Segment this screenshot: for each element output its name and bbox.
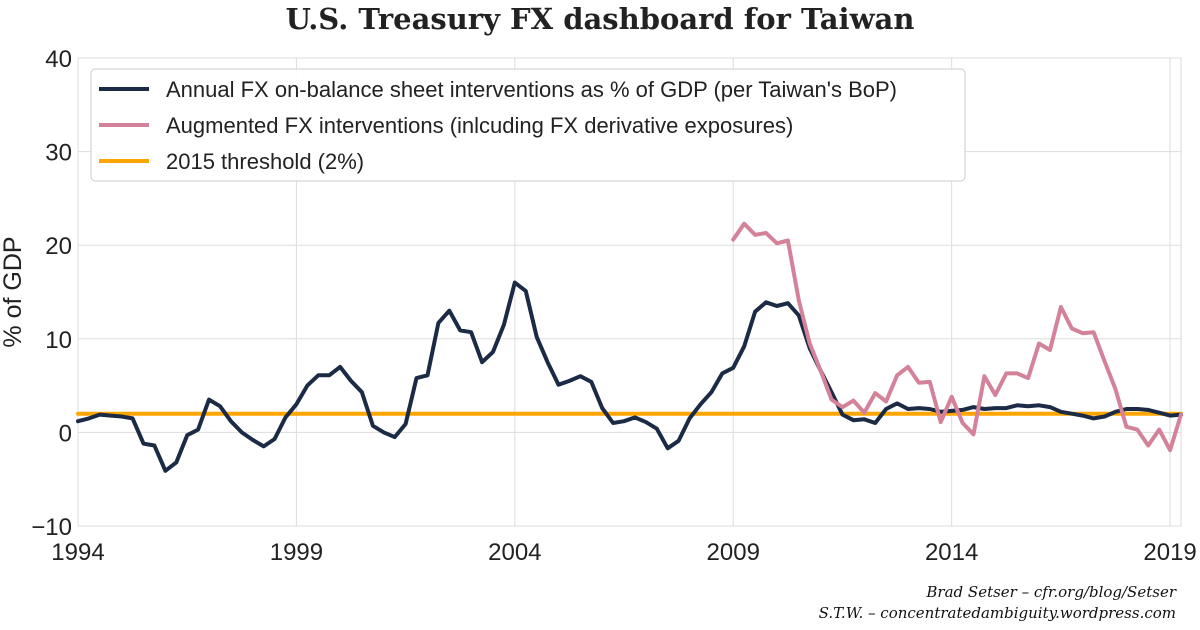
legend-box <box>90 68 966 182</box>
x-tick-label: 2009 <box>707 539 760 566</box>
y-axis-label: % of GDP <box>0 236 27 347</box>
credit-line-1: Brad Setser – cfr.org/blog/Setser <box>926 583 1176 601</box>
series-line-1 <box>76 280 1183 473</box>
legend-label-3: 2015 threshold (2%) <box>166 149 364 174</box>
axes: −10 0 10 20 30 40 1994 1999 2004 2009 2014 2019 <box>31 46 1196 566</box>
y-tick-label: 0 <box>59 420 72 447</box>
x-tick-label: 1994 <box>51 539 104 566</box>
y-tick-label: −10 <box>31 514 72 541</box>
x-tick-label: 2014 <box>925 539 978 566</box>
x-tick-label: 2019 <box>1143 539 1196 566</box>
credit-line-2: S.T.W. – concentratedambiguity.wordpress… <box>818 604 1176 622</box>
y-tick-label: 20 <box>45 233 72 260</box>
y-tick-label: 30 <box>45 140 72 167</box>
x-tick-label: 2004 <box>488 539 541 566</box>
legend-label-2: Augmented FX interventions (inlcuding FX… <box>166 113 793 138</box>
series-line-2 <box>731 221 1183 453</box>
legend-label-1: Annual FX on-balance sheet interventions… <box>166 77 897 102</box>
legend: Annual FX on-balance sheet interventions… <box>90 68 966 182</box>
y-tick-label: 10 <box>45 327 72 354</box>
series-group <box>76 221 1183 473</box>
x-tick-label: 1999 <box>270 539 323 566</box>
chart-title: U.S. Treasury FX dashboard for Taiwan <box>285 2 915 36</box>
y-tick-label: 40 <box>45 46 72 73</box>
